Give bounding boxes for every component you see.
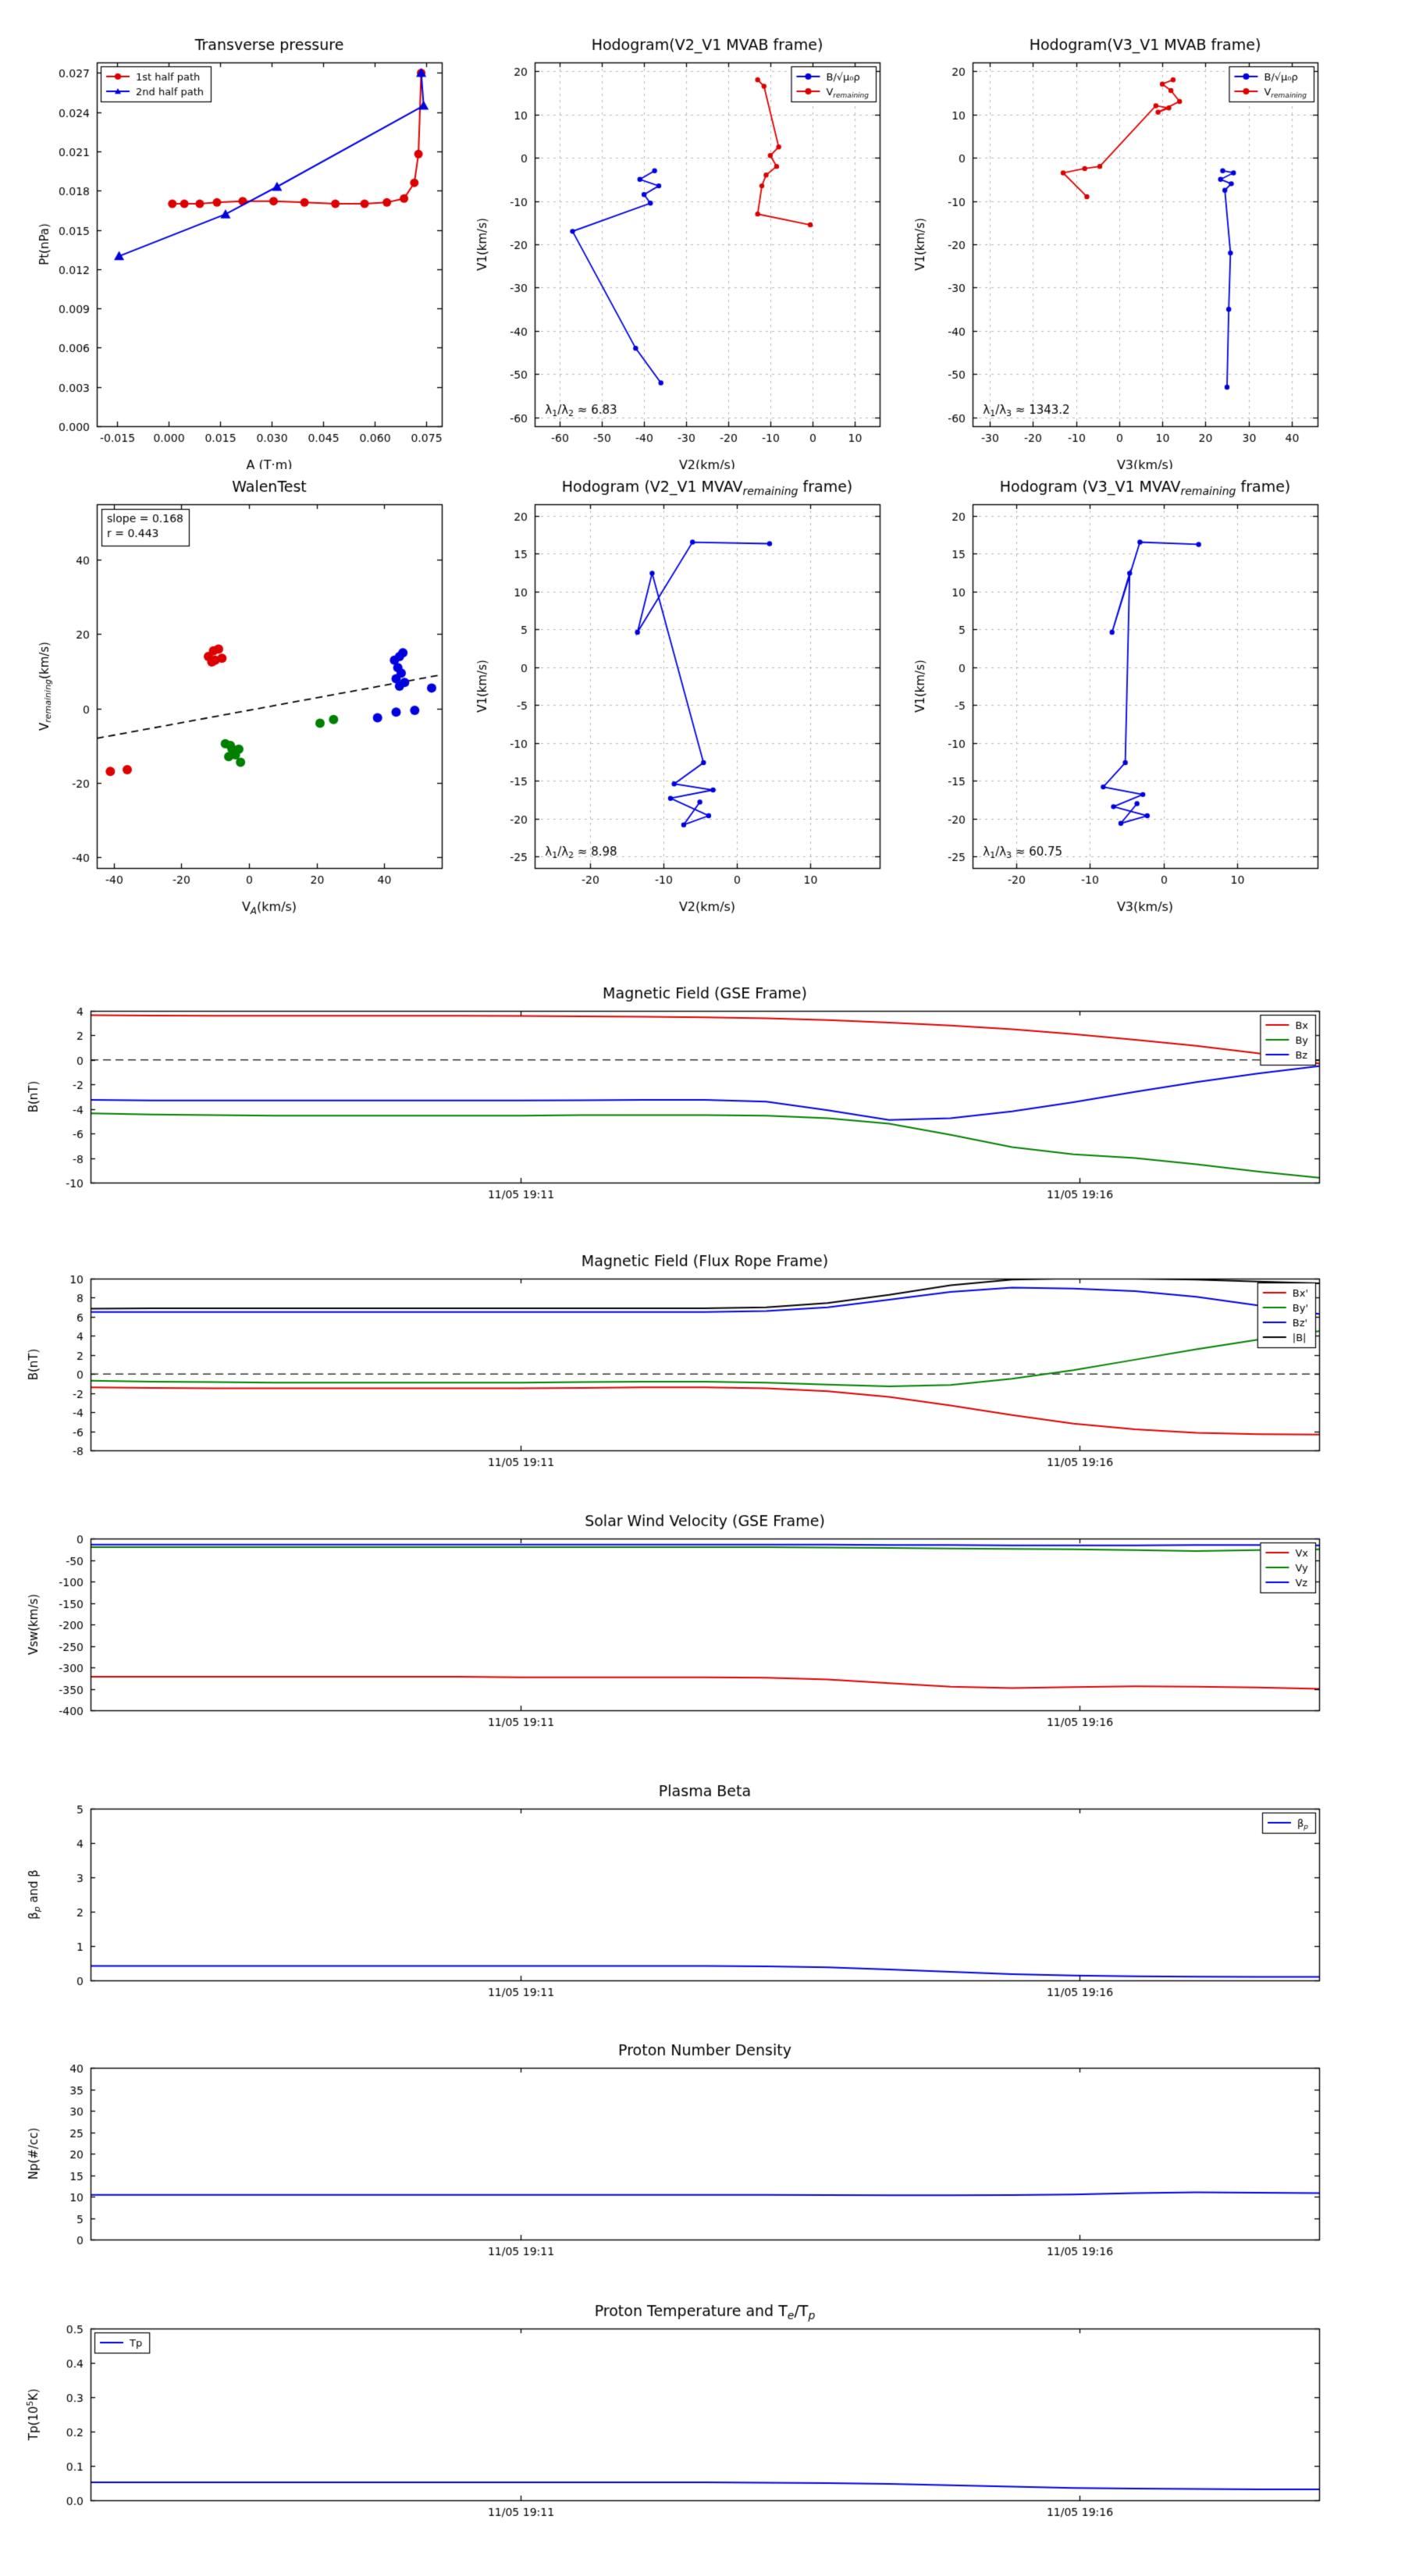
magnetic-field-gse-canvas [16,976,1389,1210]
chart-walen-test [31,469,453,922]
proton-temperature-canvas [16,2293,1389,2528]
chart-hodogram-v2v1-mvav [469,469,891,922]
hodogram-v3v1-mvab-canvas [907,27,1329,480]
solar-wind-velocity-canvas [16,1503,1389,1738]
chart-plasma-beta [16,1774,1389,2008]
hodogram-v2v1-mvab-canvas [469,27,891,480]
chart-proton-number-density [16,2033,1389,2267]
walen-test-canvas [31,469,453,922]
hodogram-v2v1-mvav-canvas [469,469,891,922]
hodogram-v3v1-mvav-canvas [907,469,1329,922]
transverse-pressure-canvas [31,27,453,480]
chart-hodogram-v3v1-mvav [907,469,1329,922]
chart-magnetic-field-flux-rope [16,1244,1389,1478]
chart-hodogram-v3v1-mvab [907,27,1329,480]
magnetic-field-flux-rope-canvas [16,1244,1389,1478]
chart-hodogram-v2v1-mvab [469,27,891,480]
chart-transverse-pressure [31,27,453,480]
chart-magnetic-field-gse [16,976,1389,1210]
chart-solar-wind-velocity [16,1503,1389,1738]
proton-number-density-canvas [16,2033,1389,2267]
plasma-beta-canvas [16,1774,1389,2008]
chart-proton-temperature [16,2293,1389,2528]
